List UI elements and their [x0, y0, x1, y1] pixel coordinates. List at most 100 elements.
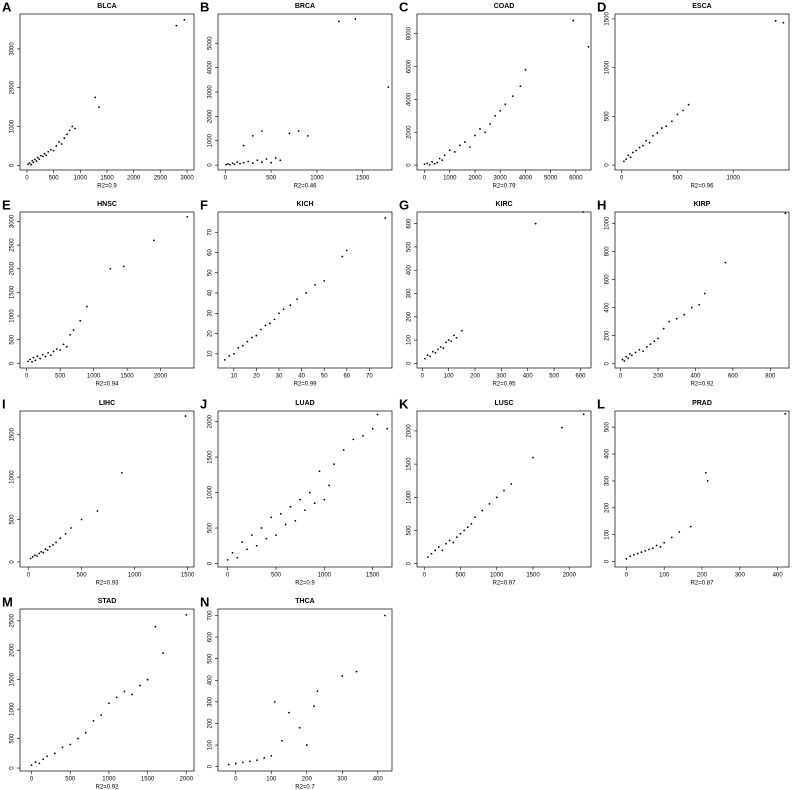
x-tick-label: 0 — [620, 176, 624, 182]
point — [38, 552, 40, 555]
point — [481, 509, 484, 512]
plot-frame — [19, 211, 195, 369]
point — [524, 68, 527, 71]
point — [71, 125, 74, 128]
point — [225, 163, 228, 166]
point — [228, 354, 231, 357]
point — [261, 130, 263, 132]
point — [479, 128, 481, 130]
x-tick-label: 100 — [266, 777, 277, 783]
y-tick-label: 8000 — [407, 26, 413, 40]
point — [29, 557, 32, 560]
point — [634, 351, 637, 354]
point — [246, 548, 248, 551]
point — [264, 324, 267, 327]
point — [49, 354, 52, 357]
y-tick-label: 500 — [208, 653, 214, 664]
point — [657, 337, 659, 340]
y-tick-label: 0 — [10, 163, 16, 167]
x-tick-label: 600 — [728, 374, 739, 380]
point — [270, 516, 273, 519]
x-axis-label: R2=0.92 — [96, 785, 120, 790]
y-tick-label: 1000 — [407, 490, 413, 504]
point — [241, 541, 244, 544]
point — [345, 249, 348, 252]
x-tick-label: 30 — [276, 374, 283, 380]
point — [312, 705, 315, 708]
y-tick-label: 0 — [10, 766, 16, 770]
point — [289, 505, 292, 508]
panel-title: BLCA — [97, 3, 116, 10]
point — [698, 303, 701, 306]
plot-frame — [19, 13, 195, 171]
plot-frame — [217, 13, 393, 171]
point — [429, 355, 432, 358]
point — [36, 355, 39, 358]
point — [231, 551, 234, 554]
point — [703, 292, 706, 295]
y-tick-label: 1500 — [10, 285, 16, 299]
point — [59, 349, 62, 351]
point — [445, 341, 447, 344]
point — [306, 134, 309, 137]
point — [270, 161, 273, 164]
panel-label: H — [597, 197, 606, 212]
point — [250, 534, 253, 536]
point — [120, 471, 123, 474]
point — [371, 427, 374, 430]
x-tick-label: 3000 — [180, 176, 194, 182]
y-tick-label: 0 — [208, 561, 214, 565]
point — [648, 141, 651, 144]
y-tick-label: 50 — [208, 269, 214, 276]
x-tick-label: 1000 — [443, 176, 457, 182]
point — [36, 156, 39, 159]
point — [273, 318, 276, 321]
y-tick-label: 1500 — [208, 450, 214, 464]
y-tick-label: 500 — [10, 514, 16, 525]
point — [387, 86, 390, 89]
plot-frame — [416, 13, 592, 171]
x-tick-label: 500 — [271, 573, 282, 579]
point — [644, 549, 647, 552]
point — [621, 358, 624, 361]
y-tick-label: 300 — [208, 696, 214, 707]
x-tick-label: 200 — [302, 777, 313, 783]
point — [298, 726, 301, 729]
point — [251, 162, 254, 165]
y-tick-label: 2500 — [10, 613, 16, 627]
x-axis-label: R2=0.7 — [295, 785, 315, 790]
x-tick-label: 0 — [27, 573, 31, 579]
x-axis-label: R2=0.92 — [691, 382, 715, 388]
point — [183, 18, 186, 21]
point — [682, 109, 684, 112]
x-tick-label: 10 — [230, 374, 237, 380]
point — [223, 358, 226, 361]
point — [261, 161, 263, 164]
x-tick-label: 1000 — [310, 176, 324, 182]
point — [63, 137, 66, 140]
point — [53, 752, 56, 755]
point — [297, 130, 300, 132]
point — [275, 534, 277, 536]
point — [241, 344, 244, 347]
panel-title: HNSC — [97, 201, 117, 208]
point — [38, 158, 41, 161]
point — [431, 160, 434, 163]
point — [638, 348, 641, 351]
point — [50, 148, 52, 151]
point — [384, 217, 387, 219]
point — [636, 552, 639, 555]
point — [627, 154, 630, 157]
point — [433, 162, 436, 165]
y-tick-label: 500 — [407, 241, 413, 252]
point — [247, 160, 250, 163]
point — [255, 544, 258, 547]
point — [48, 545, 51, 548]
point — [27, 163, 29, 166]
plot-frame — [217, 410, 393, 568]
y-tick-label: 400 — [605, 302, 611, 313]
panel-title: LUAD — [295, 400, 314, 407]
point — [453, 151, 456, 153]
point — [69, 743, 72, 746]
point — [65, 345, 68, 348]
